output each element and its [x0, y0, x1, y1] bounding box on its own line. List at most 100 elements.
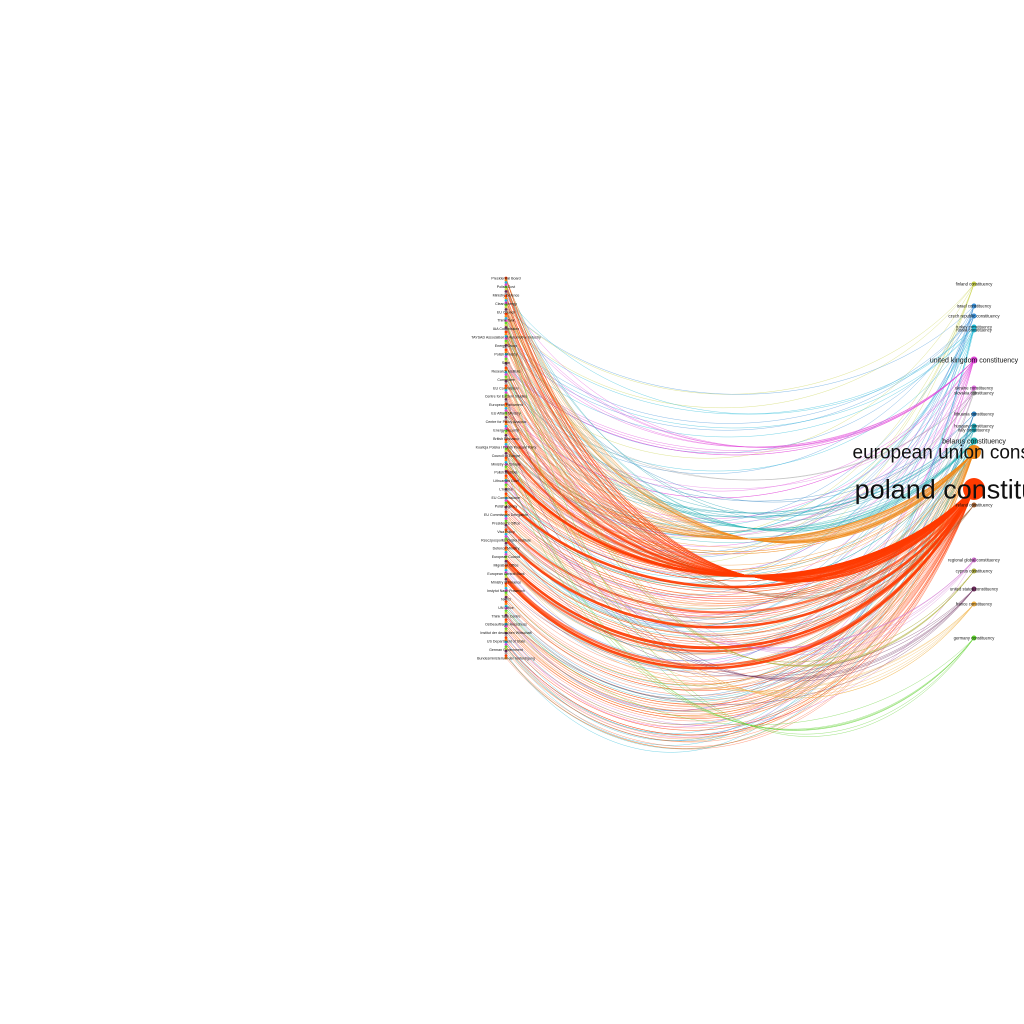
source-node[interactable]: [504, 622, 508, 626]
source-node[interactable]: [504, 425, 508, 428]
source-node[interactable]: [504, 389, 508, 392]
source-node[interactable]: [504, 438, 508, 442]
source-node[interactable]: [504, 346, 508, 350]
source-node[interactable]: [504, 616, 508, 619]
source-node[interactable]: [504, 604, 508, 608]
source-node[interactable]: [504, 416, 508, 419]
source-node[interactable]: [504, 528, 508, 532]
source-node[interactable]: [504, 344, 508, 347]
source-node[interactable]: [504, 371, 508, 374]
target-node-ukraine-constituency[interactable]: [971, 385, 977, 391]
source-node[interactable]: [504, 625, 508, 628]
source-node[interactable]: [504, 483, 508, 487]
source-node[interactable]: [504, 512, 508, 516]
source-node[interactable]: [504, 510, 508, 514]
source-node[interactable]: [504, 496, 508, 500]
source-node[interactable]: [504, 573, 508, 577]
source-node[interactable]: [504, 283, 508, 287]
source-node[interactable]: [504, 335, 508, 338]
target-node-poland-constituency[interactable]: [963, 478, 985, 500]
source-node[interactable]: [504, 323, 508, 327]
source-node[interactable]: [504, 341, 508, 345]
source-node[interactable]: [504, 526, 508, 529]
source-node[interactable]: [504, 326, 508, 329]
source-node[interactable]: [504, 582, 508, 586]
source-node[interactable]: [504, 321, 508, 325]
source-node[interactable]: [504, 395, 508, 399]
source-node[interactable]: [504, 575, 508, 579]
source-node[interactable]: [504, 384, 508, 388]
source-node[interactable]: [504, 487, 508, 491]
source-node[interactable]: [504, 505, 508, 509]
source-node[interactable]: [504, 613, 508, 617]
source-node[interactable]: [504, 287, 508, 291]
source-node[interactable]: [504, 433, 508, 437]
source-node[interactable]: [504, 490, 508, 494]
source-node[interactable]: [504, 476, 508, 480]
source-node[interactable]: [504, 530, 508, 534]
source-node[interactable]: [504, 348, 508, 352]
source-node[interactable]: [504, 445, 508, 449]
source-node[interactable]: [504, 299, 508, 302]
source-node[interactable]: [504, 508, 508, 511]
source-node[interactable]: [504, 332, 508, 336]
source-node[interactable]: [504, 314, 508, 318]
source-node[interactable]: [504, 296, 508, 300]
source-node[interactable]: [504, 364, 508, 368]
source-node[interactable]: [504, 362, 508, 365]
source-node[interactable]: [504, 350, 508, 354]
target-node-germany-constituency[interactable]: [971, 635, 977, 641]
source-node[interactable]: [504, 557, 508, 561]
source-node[interactable]: [504, 649, 508, 653]
target-node-hungary-constituency[interactable]: [971, 423, 977, 429]
source-node[interactable]: [504, 380, 508, 383]
source-node[interactable]: [504, 537, 508, 541]
source-node[interactable]: [504, 593, 508, 597]
source-node[interactable]: [504, 492, 508, 496]
source-node[interactable]: [504, 375, 508, 379]
source-node[interactable]: [504, 319, 508, 323]
source-node[interactable]: [504, 447, 508, 451]
source-node[interactable]: [504, 514, 508, 518]
source-node[interactable]: [504, 431, 508, 435]
target-node-ireland-constituency[interactable]: [971, 502, 977, 508]
source-node[interactable]: [504, 647, 508, 651]
target-node-france-constituency[interactable]: [971, 601, 977, 607]
source-node[interactable]: [504, 400, 508, 404]
source-node[interactable]: [504, 427, 508, 431]
source-node[interactable]: [504, 548, 508, 552]
source-node[interactable]: [504, 357, 508, 361]
source-node[interactable]: [504, 550, 508, 554]
source-node[interactable]: [504, 611, 508, 615]
source-node[interactable]: [504, 377, 508, 381]
source-node[interactable]: [504, 276, 508, 280]
source-node[interactable]: [504, 521, 508, 525]
source-node[interactable]: [504, 656, 508, 660]
source-node[interactable]: [504, 568, 508, 572]
source-node[interactable]: [504, 303, 508, 307]
source-node[interactable]: [504, 564, 508, 568]
source-node[interactable]: [504, 469, 508, 473]
source-node[interactable]: [504, 310, 508, 314]
source-node[interactable]: [504, 409, 508, 413]
source-node[interactable]: [504, 566, 508, 570]
source-node[interactable]: [504, 541, 508, 545]
source-node[interactable]: [504, 337, 508, 341]
source-node[interactable]: [504, 535, 508, 538]
source-node[interactable]: [504, 485, 508, 489]
source-node[interactable]: [504, 456, 508, 460]
source-node[interactable]: [504, 645, 508, 649]
target-node-finland-constituency[interactable]: [971, 281, 977, 287]
source-node[interactable]: [504, 609, 508, 613]
source-node[interactable]: [504, 618, 508, 622]
source-node[interactable]: [504, 339, 508, 343]
source-node[interactable]: [504, 386, 508, 390]
source-node[interactable]: [504, 546, 508, 550]
source-node[interactable]: [504, 636, 508, 640]
source-node[interactable]: [504, 440, 508, 444]
source-node[interactable]: [504, 442, 508, 446]
source-node[interactable]: [504, 474, 508, 478]
source-node[interactable]: [504, 368, 508, 372]
source-node[interactable]: [504, 413, 508, 417]
source-node[interactable]: [504, 465, 508, 469]
